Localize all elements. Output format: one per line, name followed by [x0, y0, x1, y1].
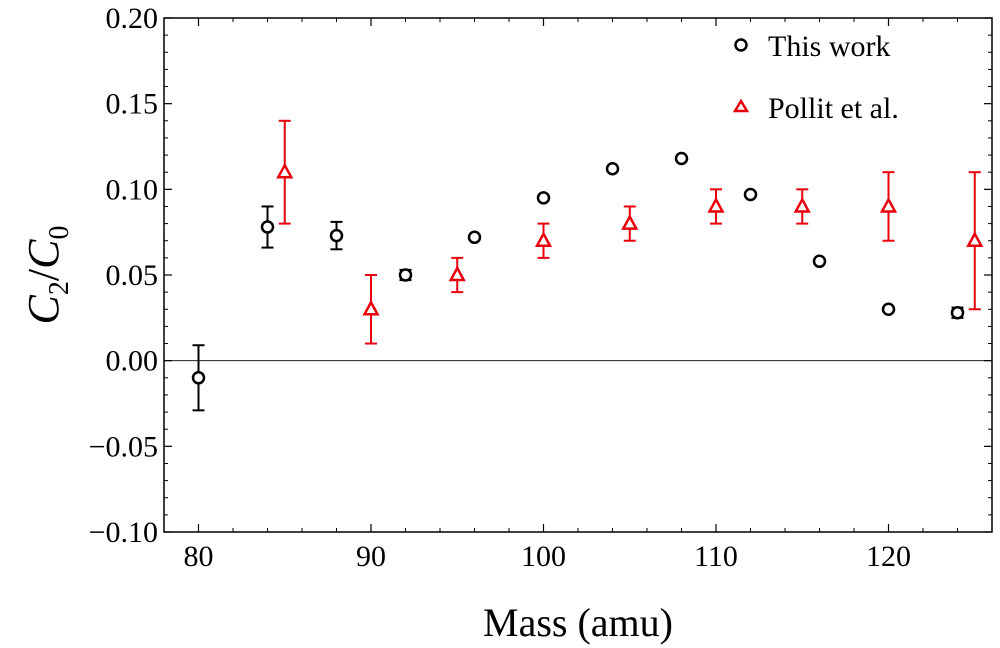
legend-label-pollit: Pollit et al. [768, 92, 899, 125]
data-point [674, 151, 689, 166]
series-layer [191, 119, 984, 412]
data-point [881, 302, 896, 317]
legend: This work Pollit et al. [732, 30, 899, 125]
data-point [966, 231, 984, 247]
data-point [276, 162, 294, 179]
data-point [605, 162, 620, 176]
data-point [950, 305, 965, 320]
y-axis: −0.10 −0.05 0.00 0.05 0.10 0.15 0.20 [89, 2, 992, 549]
y-tick-label: −0.05 [89, 430, 158, 463]
data-point [743, 187, 758, 202]
y-tick-label: 0.10 [106, 173, 159, 206]
data-point [793, 196, 811, 213]
x-tick-label: 90 [356, 540, 386, 573]
data-point [260, 220, 275, 234]
series-pollit [276, 119, 984, 345]
x-tick-label: 80 [184, 540, 214, 573]
series-this-work [191, 151, 965, 412]
legend-marker-pollit [732, 98, 750, 113]
data-point [621, 213, 639, 230]
y-tick-label: −0.10 [89, 516, 158, 549]
legend-label-this-work: This work [768, 30, 891, 63]
x-axis: 80 90 100 110 120 [184, 18, 958, 573]
data-point [536, 191, 551, 205]
data-point [467, 230, 482, 245]
legend-marker-this-work [734, 38, 748, 52]
x-tick-label: 100 [521, 540, 566, 573]
data-point [329, 228, 344, 243]
data-point [534, 231, 553, 247]
x-tick-label: 110 [694, 540, 738, 573]
data-point [191, 371, 206, 385]
x-tick-label: 120 [866, 540, 911, 573]
x-axis-label: Mass (amu) [483, 600, 673, 645]
y-tick-label: 0.00 [106, 345, 159, 378]
data-point [398, 268, 413, 282]
y-tick-label: 0.20 [106, 2, 159, 35]
y-tick-label: 0.15 [106, 88, 159, 121]
y-axis-label: C2/C0 [19, 226, 75, 325]
data-point [812, 254, 827, 269]
data-point [448, 265, 466, 282]
data-point [879, 196, 898, 213]
data-point [362, 299, 380, 316]
y-tick-label: 0.05 [106, 259, 159, 292]
data-point [707, 196, 725, 213]
